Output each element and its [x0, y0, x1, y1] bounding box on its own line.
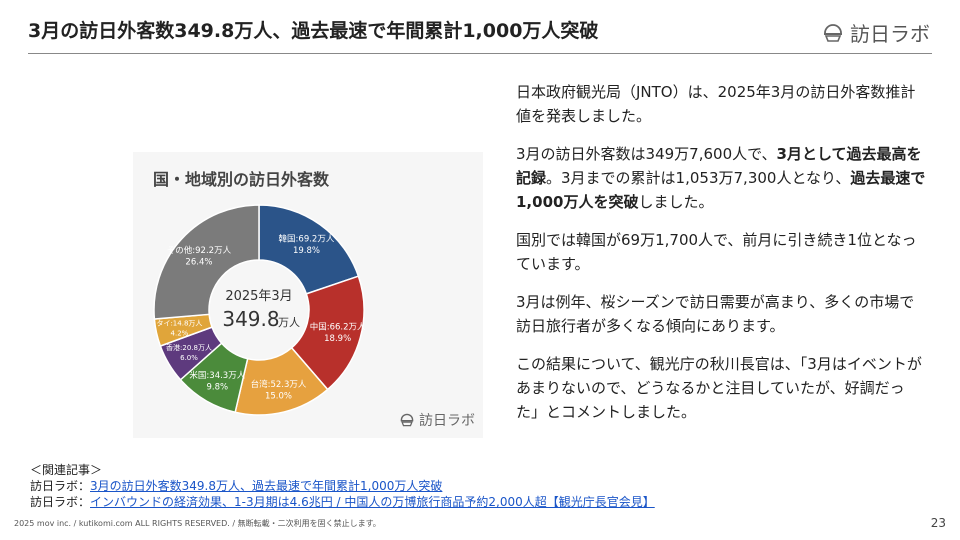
watermark-icon: [400, 413, 414, 427]
paragraph-4: 3月は例年、桜シーズンで訪日需要が高まり、多くの市場で訪日旅行者が多くなる傾向に…: [516, 293, 915, 335]
page-title: 3月の訪日外客数349.8万人、過去最速で年間累計1,000万人突破: [28, 20, 599, 42]
paragraph-5: この結果について、観光庁の秋川長官は、「3月はイベントがあまりないので、どうなる…: [516, 355, 922, 421]
related-heading: ＜関連記事＞: [30, 463, 103, 477]
center-value: 349.8: [222, 307, 279, 331]
slice-label: 香港:20.8万人: [166, 343, 212, 352]
slice-label: 台湾:52.3万人: [251, 379, 307, 390]
related-item: 訪日ラボ：インバウンドの経済効果、1-3月期は4.6兆円 / 中国人の万博旅行商…: [30, 495, 655, 509]
slice-percent: 6.0%: [180, 354, 198, 362]
title-divider: [28, 53, 932, 54]
logo-text: 訪日ラボ: [850, 22, 930, 46]
slice-label: その他:92.2万人: [167, 245, 232, 256]
highlight-record: 3月として過去最高を記録: [516, 145, 922, 187]
slice-percent: 9.8%: [207, 383, 229, 393]
paragraph-2: 3月の訪日外客数は349万7,600人で、3月として過去最高を記録。3月までの累…: [516, 145, 926, 211]
article-body: 日本政府観光局（JNTO）は、2025年3月の訪日外客数推計値を発表しました。 …: [516, 80, 926, 438]
slice-percent: 26.4%: [185, 257, 212, 267]
chart-title: 国・地域別の訪日外客数: [153, 170, 330, 189]
chart-watermark: 訪日ラボ: [399, 410, 475, 430]
paragraph-1: 日本政府観光局（JNTO）は、2025年3月の訪日外客数推計値を発表しました。: [516, 83, 916, 125]
paragraph-3: 国別では韓国が69万1,700人で、前月に引き続き1位となっています。: [516, 231, 917, 273]
slice-label: 米国:34.3万人: [189, 370, 245, 381]
copyright-footer: 2025 mov inc. / kutikomi.com ALL RIGHTS …: [14, 519, 381, 528]
pie-chart-panel: 国・地域別の訪日外客数 韓国:69.2万人 19.8% 中国:66.2万人 18.9%…: [133, 152, 483, 438]
center-label: 2025年3月: [225, 289, 292, 304]
page-number: 23: [930, 516, 946, 530]
center-unit: 万人: [278, 316, 300, 329]
slice-percent: 18.9%: [324, 334, 351, 344]
related-item: 訪日ラボ：3月の訪日外客数349.8万人、過去最速で年間累計1,000万人突破: [30, 479, 443, 493]
logo-icon: [824, 23, 842, 42]
slice-label: タイ:14.8万人: [156, 319, 202, 328]
brand-logo: 訪日ラボ: [822, 18, 930, 47]
pie-slice-6: [153, 204, 260, 320]
related-link-2[interactable]: インバウンドの経済効果、1-3月期は4.6兆円 / 中国人の万博旅行商品予約2,…: [90, 495, 655, 509]
related-articles: ＜関連記事＞ 訪日ラボ：3月の訪日外客数349.8万人、過去最速で年間累計1,0…: [30, 462, 655, 510]
highlight-fastest: 過去最速で1,000万人を突破: [516, 169, 926, 211]
watermark-text: 訪日ラボ: [419, 413, 475, 429]
pie-slice-0: [258, 204, 360, 295]
slice-label: 韓国:69.2万人: [279, 234, 335, 245]
slice-percent: 4.2%: [171, 330, 189, 338]
slice-percent: 15.0%: [265, 392, 292, 402]
slice-percent: 19.8%: [293, 246, 320, 256]
slice-label: 中国:66.2万人: [310, 321, 366, 332]
related-link-1[interactable]: 3月の訪日外客数349.8万人、過去最速で年間累計1,000万人突破: [90, 479, 443, 493]
